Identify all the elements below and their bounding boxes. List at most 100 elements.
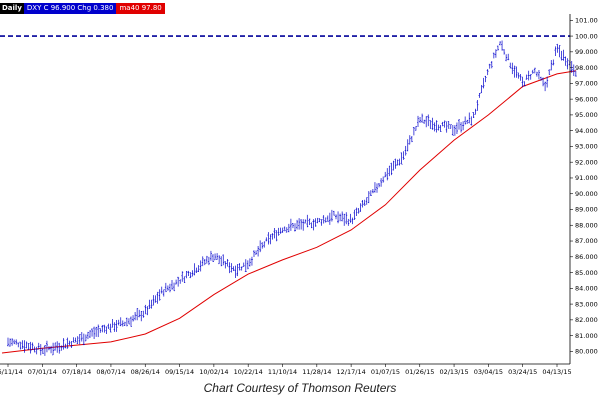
- price-bar: [527, 70, 530, 81]
- price-bar: [142, 310, 145, 318]
- price-bar: [511, 62, 514, 75]
- price-bar: [224, 261, 227, 269]
- price-bar: [533, 67, 536, 74]
- price-bar: [365, 197, 368, 205]
- price-bar: [304, 219, 307, 224]
- price-bar: [171, 279, 173, 290]
- price-bar: [48, 346, 50, 351]
- price-bar: [93, 326, 96, 340]
- price-bar: [404, 145, 407, 156]
- price-bar: [207, 256, 210, 266]
- y-tick-label: 93.000: [575, 143, 598, 151]
- price-bar: [113, 322, 116, 332]
- price-bar: [121, 320, 124, 327]
- price-bar: [316, 217, 319, 224]
- y-tick-label: 101.00: [575, 17, 598, 25]
- price-bar: [296, 219, 299, 230]
- price-bar: [66, 337, 69, 349]
- price-bar: [476, 100, 479, 111]
- price-bar: [119, 317, 122, 327]
- price-bar: [531, 69, 534, 74]
- price-bar: [166, 285, 169, 291]
- price-bar: [132, 315, 135, 322]
- price-bar: [212, 254, 214, 262]
- x-axis: 06/11/14 07/01/14 07/18/14 08/07/14 08/26/14…: [0, 364, 572, 376]
- price-bar: [447, 121, 450, 129]
- price-bar: [164, 282, 167, 293]
- price-bar: [91, 328, 94, 337]
- price-bar: [185, 271, 188, 279]
- legend: Daily DXY C 96.900 Chg 0.380 ma40 97.80: [0, 3, 165, 14]
- price-bar: [197, 265, 200, 272]
- price-bar: [193, 263, 196, 276]
- price-bar: [130, 316, 132, 327]
- price-bar: [517, 72, 520, 79]
- price-bar: [494, 49, 497, 58]
- price-bar: [398, 158, 401, 166]
- price-bar: [281, 227, 284, 234]
- price-bar: [191, 270, 194, 277]
- price-bar: [68, 340, 71, 345]
- x-tick-label: 09/15/14: [165, 368, 194, 376]
- y-tick-label: 98.000: [575, 64, 598, 72]
- price-bar: [570, 60, 573, 73]
- price-bar: [529, 74, 532, 80]
- price-bar: [248, 258, 251, 267]
- price-bar: [300, 219, 303, 230]
- price-bar: [515, 66, 518, 78]
- price-bar: [105, 326, 108, 334]
- price-bar: [384, 171, 387, 178]
- series-line-ma40: [1, 70, 576, 354]
- price-bar: [552, 59, 555, 66]
- price-bar: [540, 76, 542, 81]
- price-bar: [45, 340, 48, 353]
- price-bar: [421, 113, 424, 123]
- price-bar: [115, 320, 118, 332]
- price-bar: [7, 337, 9, 347]
- price-bar: [27, 343, 30, 351]
- legend-ma40: ma40 97.80: [116, 3, 165, 14]
- price-bar: [361, 200, 364, 208]
- y-tick-label: 91.000: [575, 174, 598, 182]
- price-bar: [162, 289, 165, 297]
- y-tick-label: 99.000: [575, 48, 598, 56]
- price-bar: [15, 339, 18, 345]
- price-bar: [472, 111, 475, 119]
- y-tick-label: 84.000: [575, 285, 598, 293]
- price-bar: [173, 282, 176, 292]
- price-bar: [572, 64, 575, 76]
- price-bar: [216, 253, 219, 260]
- price-bar: [205, 255, 208, 264]
- price-bar: [238, 263, 241, 271]
- price-bar: [74, 337, 77, 343]
- price-bar: [189, 272, 192, 279]
- price-bar: [574, 70, 577, 77]
- price-bar: [505, 54, 508, 62]
- price-bar: [562, 49, 565, 61]
- price-bar: [439, 124, 442, 132]
- price-bar: [109, 323, 112, 333]
- x-tick-label: 08/26/14: [131, 368, 160, 376]
- price-bar: [306, 214, 309, 228]
- price-bar: [107, 323, 110, 329]
- price-bar: [242, 262, 245, 267]
- x-tick-label: 11/10/14: [268, 368, 297, 376]
- price-bar: [308, 218, 311, 225]
- price-bar: [380, 178, 383, 187]
- price-bar: [64, 343, 67, 349]
- y-tick-label: 87.000: [575, 237, 598, 245]
- y-tick-label: 81.000: [575, 332, 598, 340]
- price-bar: [273, 227, 276, 239]
- price-bar: [234, 265, 237, 279]
- price-bar: [99, 328, 102, 333]
- price-bar: [335, 214, 337, 220]
- x-tick-label: 11/28/14: [302, 368, 331, 376]
- price-bar: [392, 160, 395, 171]
- y-tick-label: 82.000: [575, 316, 598, 324]
- y-tick-label: 80.000: [575, 348, 598, 356]
- price-bar: [160, 286, 163, 294]
- price-bar: [127, 318, 130, 325]
- price-bar: [509, 62, 512, 69]
- price-bar: [41, 348, 44, 354]
- price-bar: [218, 255, 221, 265]
